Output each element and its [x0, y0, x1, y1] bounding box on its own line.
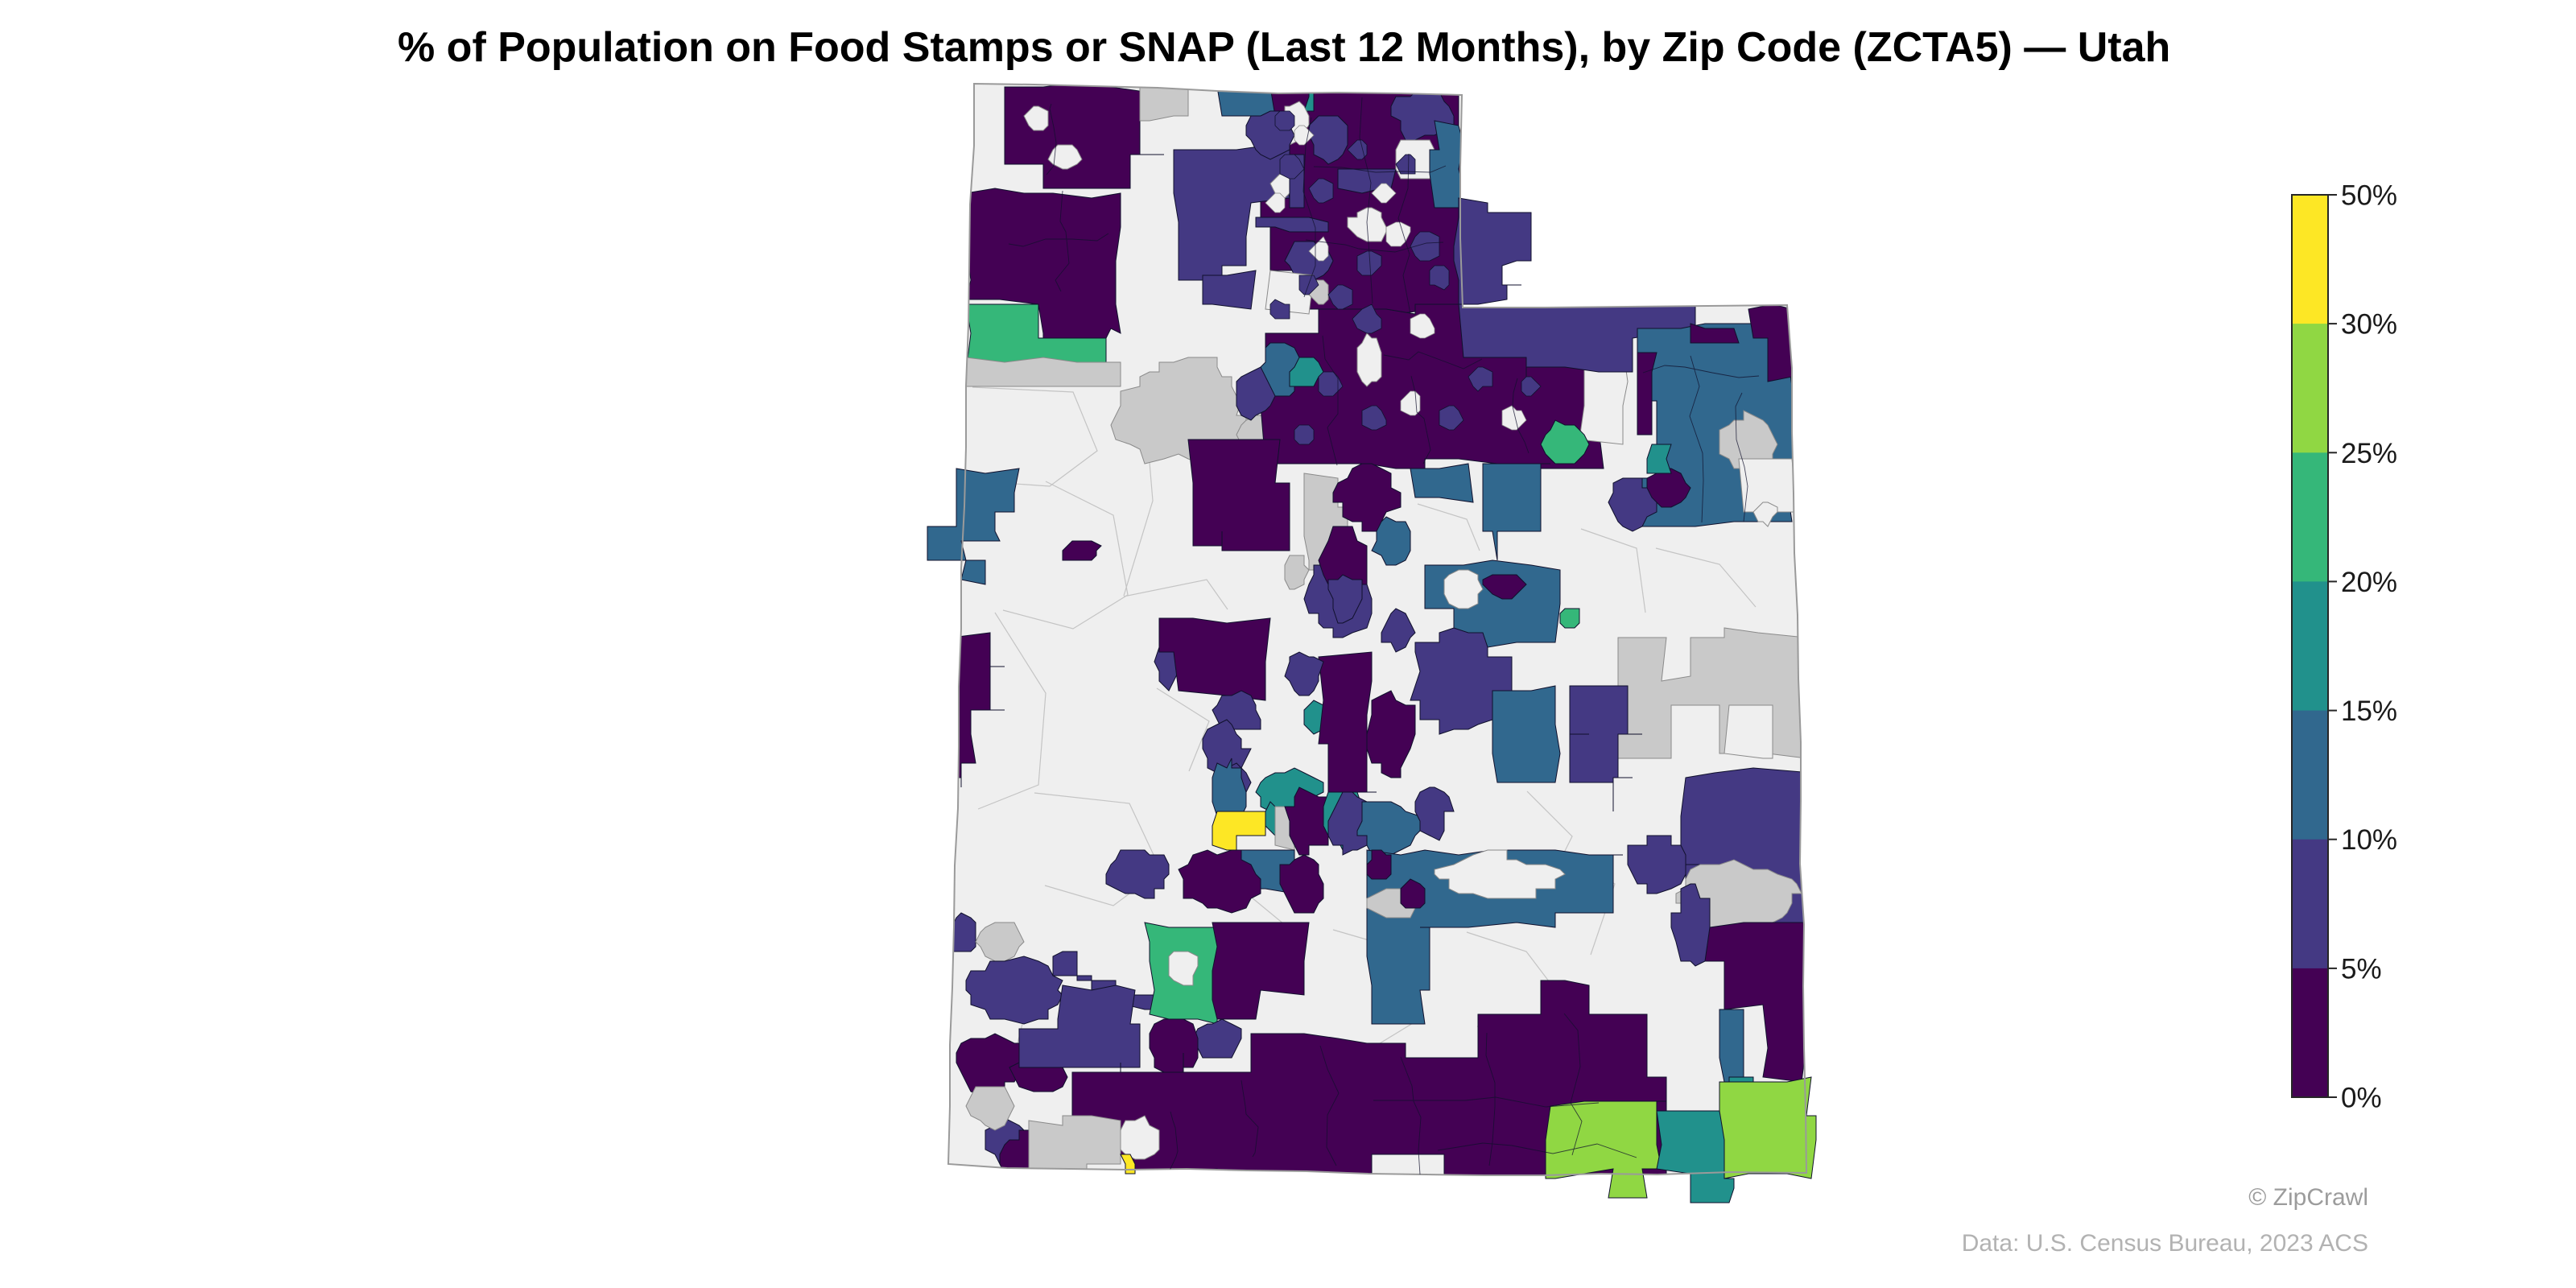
svg-text:25%: 25%: [2341, 438, 2397, 469]
svg-text:5%: 5%: [2341, 953, 2382, 985]
svg-text:0%: 0%: [2341, 1083, 2382, 1114]
svg-text:10%: 10%: [2341, 824, 2397, 856]
svg-text:15%: 15%: [2341, 696, 2397, 727]
svg-text:50%: 50%: [2341, 180, 2397, 212]
svg-text:20%: 20%: [2341, 567, 2397, 598]
svg-text:30%: 30%: [2341, 309, 2397, 341]
